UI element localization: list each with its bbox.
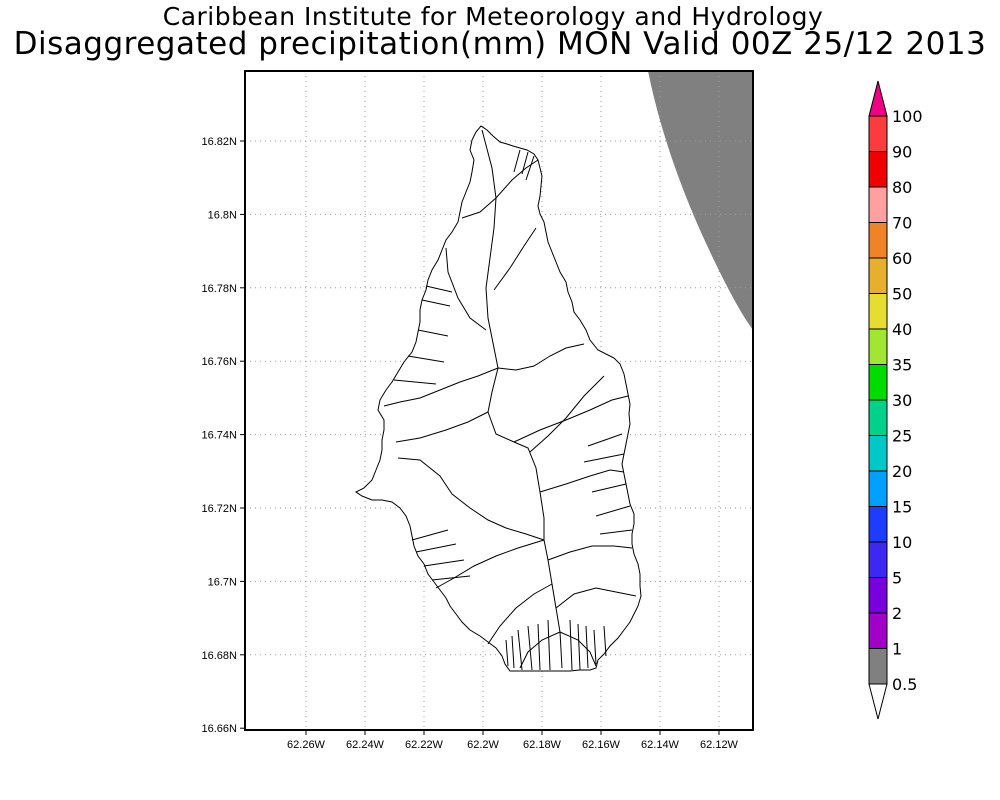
colorbar-swatch bbox=[868, 222, 888, 259]
watershed-boundary bbox=[383, 367, 499, 407]
watershed-boundary bbox=[397, 457, 545, 541]
colorbar-level-label: 15 bbox=[892, 498, 912, 517]
colorbar-swatch bbox=[868, 364, 888, 401]
colorbar-top-arrow bbox=[868, 80, 888, 117]
colorbar-swatch bbox=[868, 293, 888, 330]
lon-tick-label: 62.18W bbox=[523, 739, 562, 751]
colorbar-level-label: 80 bbox=[892, 178, 912, 197]
island-outline bbox=[355, 125, 642, 672]
lat-tick-label: 16.74N bbox=[202, 430, 238, 442]
watershed-boundary bbox=[519, 631, 561, 669]
watershed-boundary bbox=[583, 433, 633, 535]
colorbar-level-label: 20 bbox=[892, 462, 912, 481]
colorbar-swatch bbox=[868, 541, 888, 578]
latitude-axis: 16.82N 16.8N 16.78N 16.76N 16.74N 16.72N 16.7N… bbox=[202, 136, 245, 735]
watershed-boundary bbox=[497, 343, 585, 371]
colorbar-level-label: 70 bbox=[892, 214, 912, 233]
watershed-boundary bbox=[411, 529, 471, 581]
colorbar-swatch bbox=[868, 506, 888, 543]
colorbar-level-label: 10 bbox=[892, 533, 912, 552]
title-line-1: Caribbean Institute for Meteorology and … bbox=[162, 2, 824, 31]
colorbar-level-label: 2 bbox=[892, 604, 902, 623]
colorbar-level-label: 60 bbox=[892, 249, 912, 268]
shaded-precip-region bbox=[648, 71, 753, 330]
lon-tick-label: 62.26W bbox=[287, 739, 326, 751]
colorbar-level-label: 50 bbox=[892, 285, 912, 304]
colorbar-level-label: 0.5 bbox=[892, 675, 917, 694]
lat-tick-label: 16.82N bbox=[202, 136, 238, 148]
colorbar-swatch bbox=[868, 648, 888, 685]
colorbar-swatch bbox=[868, 328, 888, 365]
watershed-boundary bbox=[435, 539, 545, 589]
colorbar-swatch bbox=[868, 612, 888, 649]
colorbar-level-label: 30 bbox=[892, 391, 912, 410]
colorbar-bottom-arrow bbox=[868, 683, 888, 720]
watershed-boundary bbox=[395, 411, 489, 443]
colorbar-swatch bbox=[868, 399, 888, 436]
watershed-boundary bbox=[513, 395, 629, 443]
watershed-boundary bbox=[493, 227, 537, 291]
watershed-boundary bbox=[393, 285, 453, 385]
lat-tick-label: 16.8N bbox=[208, 209, 237, 221]
watershed-boundary bbox=[555, 587, 637, 609]
watershed-boundary bbox=[547, 545, 633, 561]
lat-tick-label: 16.76N bbox=[202, 356, 238, 368]
colorbar-swatch bbox=[868, 151, 888, 188]
colorbar-level-label: 90 bbox=[892, 143, 912, 162]
title-line-2: Disaggregated precipitation(mm) MON Vali… bbox=[13, 26, 987, 62]
watershed-boundary bbox=[487, 583, 553, 645]
colorbar-swatch bbox=[868, 577, 888, 614]
lon-tick-label: 62.2W bbox=[467, 739, 499, 751]
lon-tick-label: 62.12W bbox=[700, 739, 739, 751]
colorbar-level-label: 100 bbox=[892, 107, 923, 126]
lat-tick-label: 16.78N bbox=[202, 283, 238, 295]
colorbar-swatch bbox=[868, 186, 888, 223]
watershed-boundary bbox=[445, 247, 487, 331]
colorbar-level-label: 40 bbox=[892, 320, 912, 339]
colorbar-swatch bbox=[868, 257, 888, 294]
colorbar-swatch bbox=[868, 470, 888, 507]
watershed-boundary bbox=[461, 197, 497, 219]
colorbar: 100 90 80 70 60 50 40 35 30 25 20 15 10 5 2 1 0.5 bbox=[868, 80, 923, 720]
plot-frame bbox=[244, 70, 754, 731]
lat-tick-label: 16.66N bbox=[202, 723, 238, 735]
lon-tick-label: 62.22W bbox=[405, 739, 444, 751]
colorbar-level-label: 5 bbox=[892, 569, 902, 588]
longitude-axis: 62.26W 62.24W 62.22W 62.2W 62.18W 62.16W 62.14… bbox=[287, 730, 739, 751]
watershed-boundary bbox=[559, 631, 597, 667]
watershed-boundary bbox=[539, 469, 625, 493]
lat-tick-label: 16.72N bbox=[202, 503, 238, 515]
lat-tick-label: 16.68N bbox=[202, 650, 238, 662]
island-montserrat bbox=[355, 125, 642, 672]
colorbar-swatch bbox=[868, 115, 888, 152]
watershed-boundary bbox=[481, 129, 563, 669]
colorbar-level-label: 35 bbox=[892, 356, 912, 375]
lat-tick-label: 16.7N bbox=[208, 576, 237, 588]
lon-tick-label: 62.14W bbox=[641, 739, 680, 751]
colorbar-swatch bbox=[868, 435, 888, 472]
lon-tick-label: 62.16W bbox=[582, 739, 621, 751]
watershed-boundary bbox=[513, 149, 535, 181]
watershed-boundary bbox=[529, 375, 605, 453]
watershed-boundary bbox=[505, 619, 607, 671]
lon-tick-label: 62.24W bbox=[346, 739, 385, 751]
watershed-boundary bbox=[495, 159, 539, 199]
colorbar-level-label: 25 bbox=[892, 427, 912, 446]
colorbar-level-label: 1 bbox=[892, 640, 902, 659]
